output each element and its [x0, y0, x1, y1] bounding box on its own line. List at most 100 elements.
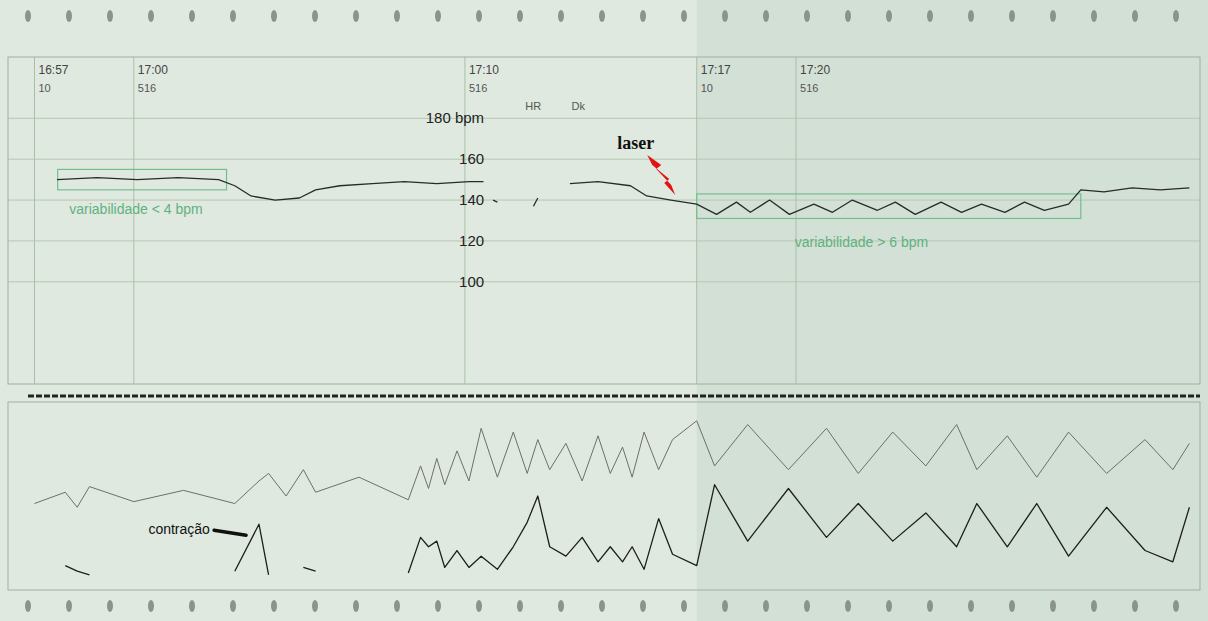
paper-hole [189, 10, 195, 22]
paper-hole [681, 600, 687, 612]
paper-hole [353, 600, 359, 612]
fhr-frame [8, 57, 1200, 384]
laser-bolt [647, 155, 675, 195]
x-tick-label: 16:57 [38, 63, 68, 77]
annotation-text: variabilidade < 4 bpm [69, 201, 202, 217]
paper-hole [435, 600, 441, 612]
header-marker: 516 [138, 82, 156, 94]
y-tick-label: 120 [459, 232, 484, 249]
paper-hole [968, 10, 974, 22]
y-tick-label: 180 bpm [426, 109, 484, 126]
fhr-axes: 100120140160180 bpm16:5717:0017:1017:171… [8, 57, 1200, 384]
fhr-annotations: variabilidade < 4 bpm variabilidade > 6 b… [58, 133, 1081, 250]
header-marker: 516 [469, 82, 487, 94]
x-tick-label: 17:00 [138, 63, 168, 77]
toco-plot [34, 421, 1189, 575]
toco-axes [8, 396, 1200, 590]
paper-hole [763, 10, 769, 22]
y-tick-label: 140 [459, 191, 484, 208]
paper-hole [148, 10, 154, 22]
paper-hole [599, 10, 605, 22]
paper-hole [394, 10, 400, 22]
paper-hole [886, 10, 892, 22]
paper-hole [599, 600, 605, 612]
paper-hole [353, 10, 359, 22]
variability-box [697, 194, 1081, 219]
x-tick-label: 17:20 [800, 63, 830, 77]
activity-line [34, 421, 1189, 507]
y-grid-line [8, 281, 1200, 282]
event-label: laser [617, 133, 654, 153]
paper-hole [763, 600, 769, 612]
paper-hole [845, 10, 851, 22]
paper-hole [66, 600, 72, 612]
paper-hole [517, 10, 523, 22]
paper-hole [25, 10, 31, 22]
x-grid-line [34, 57, 35, 384]
paper-hole [1009, 10, 1015, 22]
header-marker: 10 [38, 82, 50, 94]
paper-hole [1009, 600, 1015, 612]
paper-hole [1050, 10, 1056, 22]
x-tick-label: 17:17 [701, 63, 731, 77]
y-grid-line [8, 159, 1200, 160]
header-marker: 10 [701, 82, 713, 94]
paper [0, 0, 1208, 621]
paper-hole [681, 10, 687, 22]
fhr-line [57, 178, 1189, 215]
header-marker: 516 [800, 82, 818, 94]
paper-hole [1173, 10, 1179, 22]
x-grid-line [696, 57, 697, 384]
annotation-arrow [214, 530, 246, 535]
paper-hole [558, 10, 564, 22]
paper-hole [230, 600, 236, 612]
header-marker: HR [525, 100, 541, 112]
paper-hole [312, 10, 318, 22]
paper-hole [722, 10, 728, 22]
toco-annotations: contração [148, 521, 246, 537]
paper-hole [1132, 10, 1138, 22]
paper-hole [107, 600, 113, 612]
paper-hole [435, 10, 441, 22]
x-grid-line [133, 57, 134, 384]
paper-hole [968, 600, 974, 612]
paper-hole [558, 600, 564, 612]
y-grid-line [8, 240, 1200, 241]
x-grid-line [796, 57, 797, 384]
event-marker-strip [28, 395, 1200, 398]
paper-hole [640, 600, 646, 612]
paper-hole [517, 600, 523, 612]
paper-hole [271, 10, 277, 22]
header-marker: Dk [572, 100, 586, 112]
paper-hole [1173, 600, 1179, 612]
x-tick-label: 17:10 [469, 63, 499, 77]
contraction-line [65, 485, 1189, 575]
paper-hole [394, 600, 400, 612]
paper-hole [845, 600, 851, 612]
paper-hole [722, 600, 728, 612]
paper-hole [271, 600, 277, 612]
paper-hole [640, 10, 646, 22]
paper-hole [1050, 600, 1056, 612]
paper-hole [476, 10, 482, 22]
toco-frame [8, 402, 1200, 590]
page: {"chart_data": [ {"type": "line", "x": [… [0, 0, 1208, 621]
annotation-text: variabilidade > 6 bpm [795, 234, 928, 250]
paper-hole [66, 10, 72, 22]
y-tick-label: 100 [459, 273, 484, 290]
paper-hole [312, 600, 318, 612]
paper-hole [148, 600, 154, 612]
paper-hole [230, 10, 236, 22]
paper-hole [1091, 10, 1097, 22]
ctg-chart: 100120140160180 bpm16:5717:0017:1017:171… [0, 0, 1208, 621]
paper-hole [1091, 600, 1097, 612]
paper-hole [189, 600, 195, 612]
annotation-text: contração [148, 521, 210, 537]
paper-hole [804, 600, 810, 612]
paper-hole [927, 600, 933, 612]
paper-hole [1132, 600, 1138, 612]
paper-hole [927, 10, 933, 22]
paper-hole [804, 10, 810, 22]
paper-hole [886, 600, 892, 612]
x-grid-line [464, 57, 465, 384]
